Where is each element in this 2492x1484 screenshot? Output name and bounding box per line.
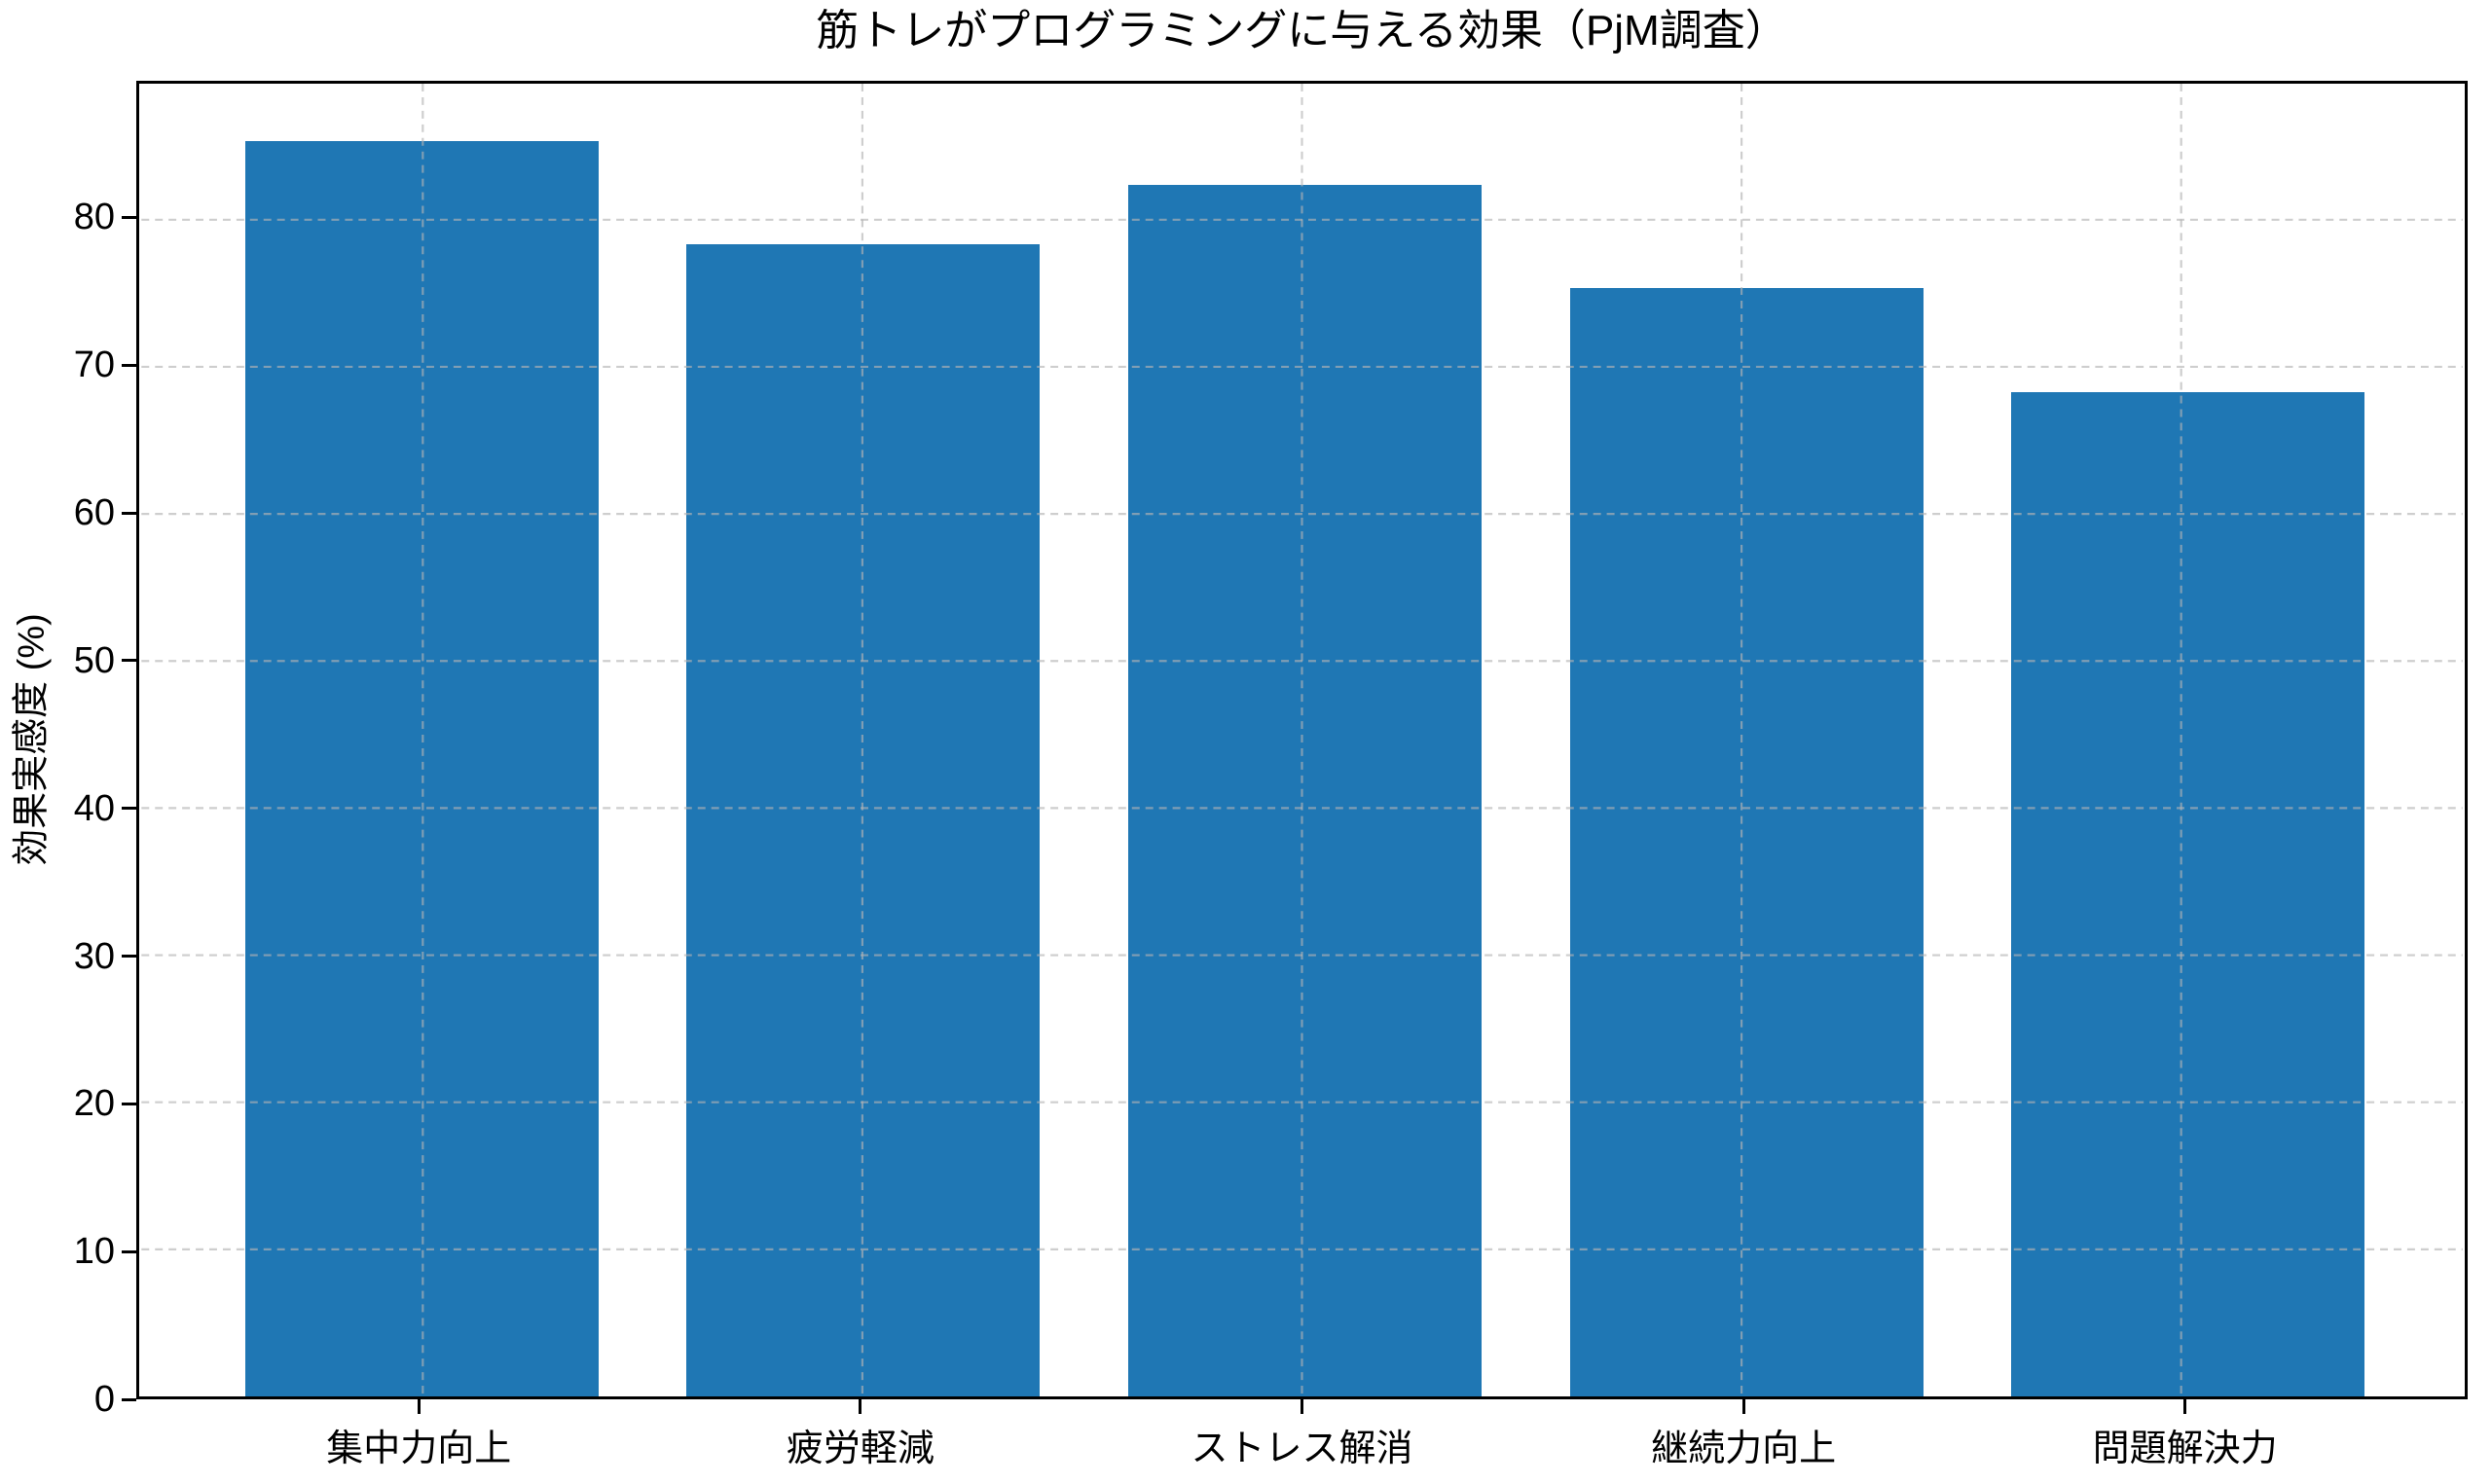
y-tick-label-40: 40	[73, 787, 115, 829]
y-tick-mark-20	[122, 1102, 136, 1105]
chart-title: 筋トレがプログラミングに与える効果（PjM調査）	[816, 7, 1788, 54]
grid-layer	[141, 84, 2463, 1396]
y-tick-mark-30	[122, 955, 136, 959]
x-tick-mark-1	[859, 1399, 862, 1414]
x-tick-mark-4	[2183, 1399, 2187, 1414]
bar-問題解決力	[2011, 391, 2365, 1396]
y-tick-mark-40	[122, 807, 136, 811]
y-tick-label-60: 60	[73, 492, 115, 534]
y-tick-label-70: 70	[73, 344, 115, 386]
y-tick-label-10: 10	[73, 1231, 115, 1273]
y-tick-label-0: 0	[93, 1379, 115, 1420]
x-tick-mark-0	[417, 1399, 421, 1414]
x-tick-label-ストレス解消: ストレス解消	[1191, 1429, 1413, 1469]
x-tick-label-問題解決力: 問題解決力	[2092, 1429, 2278, 1469]
y-tick-mark-80	[122, 215, 136, 219]
y-tick-mark-60	[122, 511, 136, 515]
y-tick-mark-50	[122, 659, 136, 663]
plot-area	[136, 81, 2468, 1399]
y-tick-label-50: 50	[73, 639, 115, 681]
x-tick-mark-3	[1741, 1399, 1745, 1414]
x-tick-mark-2	[1301, 1399, 1303, 1414]
y-tick-mark-10	[122, 1249, 136, 1253]
x-tick-label-集中力向上: 集中力向上	[326, 1429, 512, 1469]
y-tick-label-30: 30	[73, 935, 115, 977]
x-tick-label-疲労軽減: 疲労軽減	[786, 1429, 934, 1469]
y-tick-mark-0	[122, 1397, 136, 1401]
bar-ストレス解消	[1128, 185, 1482, 1396]
y-tick-mark-70	[122, 363, 136, 367]
bar-継続力向上	[1569, 288, 1924, 1396]
y-tick-label-20: 20	[73, 1083, 115, 1125]
x-tick-label-継続力向上: 継続力向上	[1651, 1429, 1837, 1469]
y-tick-label-80: 80	[73, 197, 115, 238]
